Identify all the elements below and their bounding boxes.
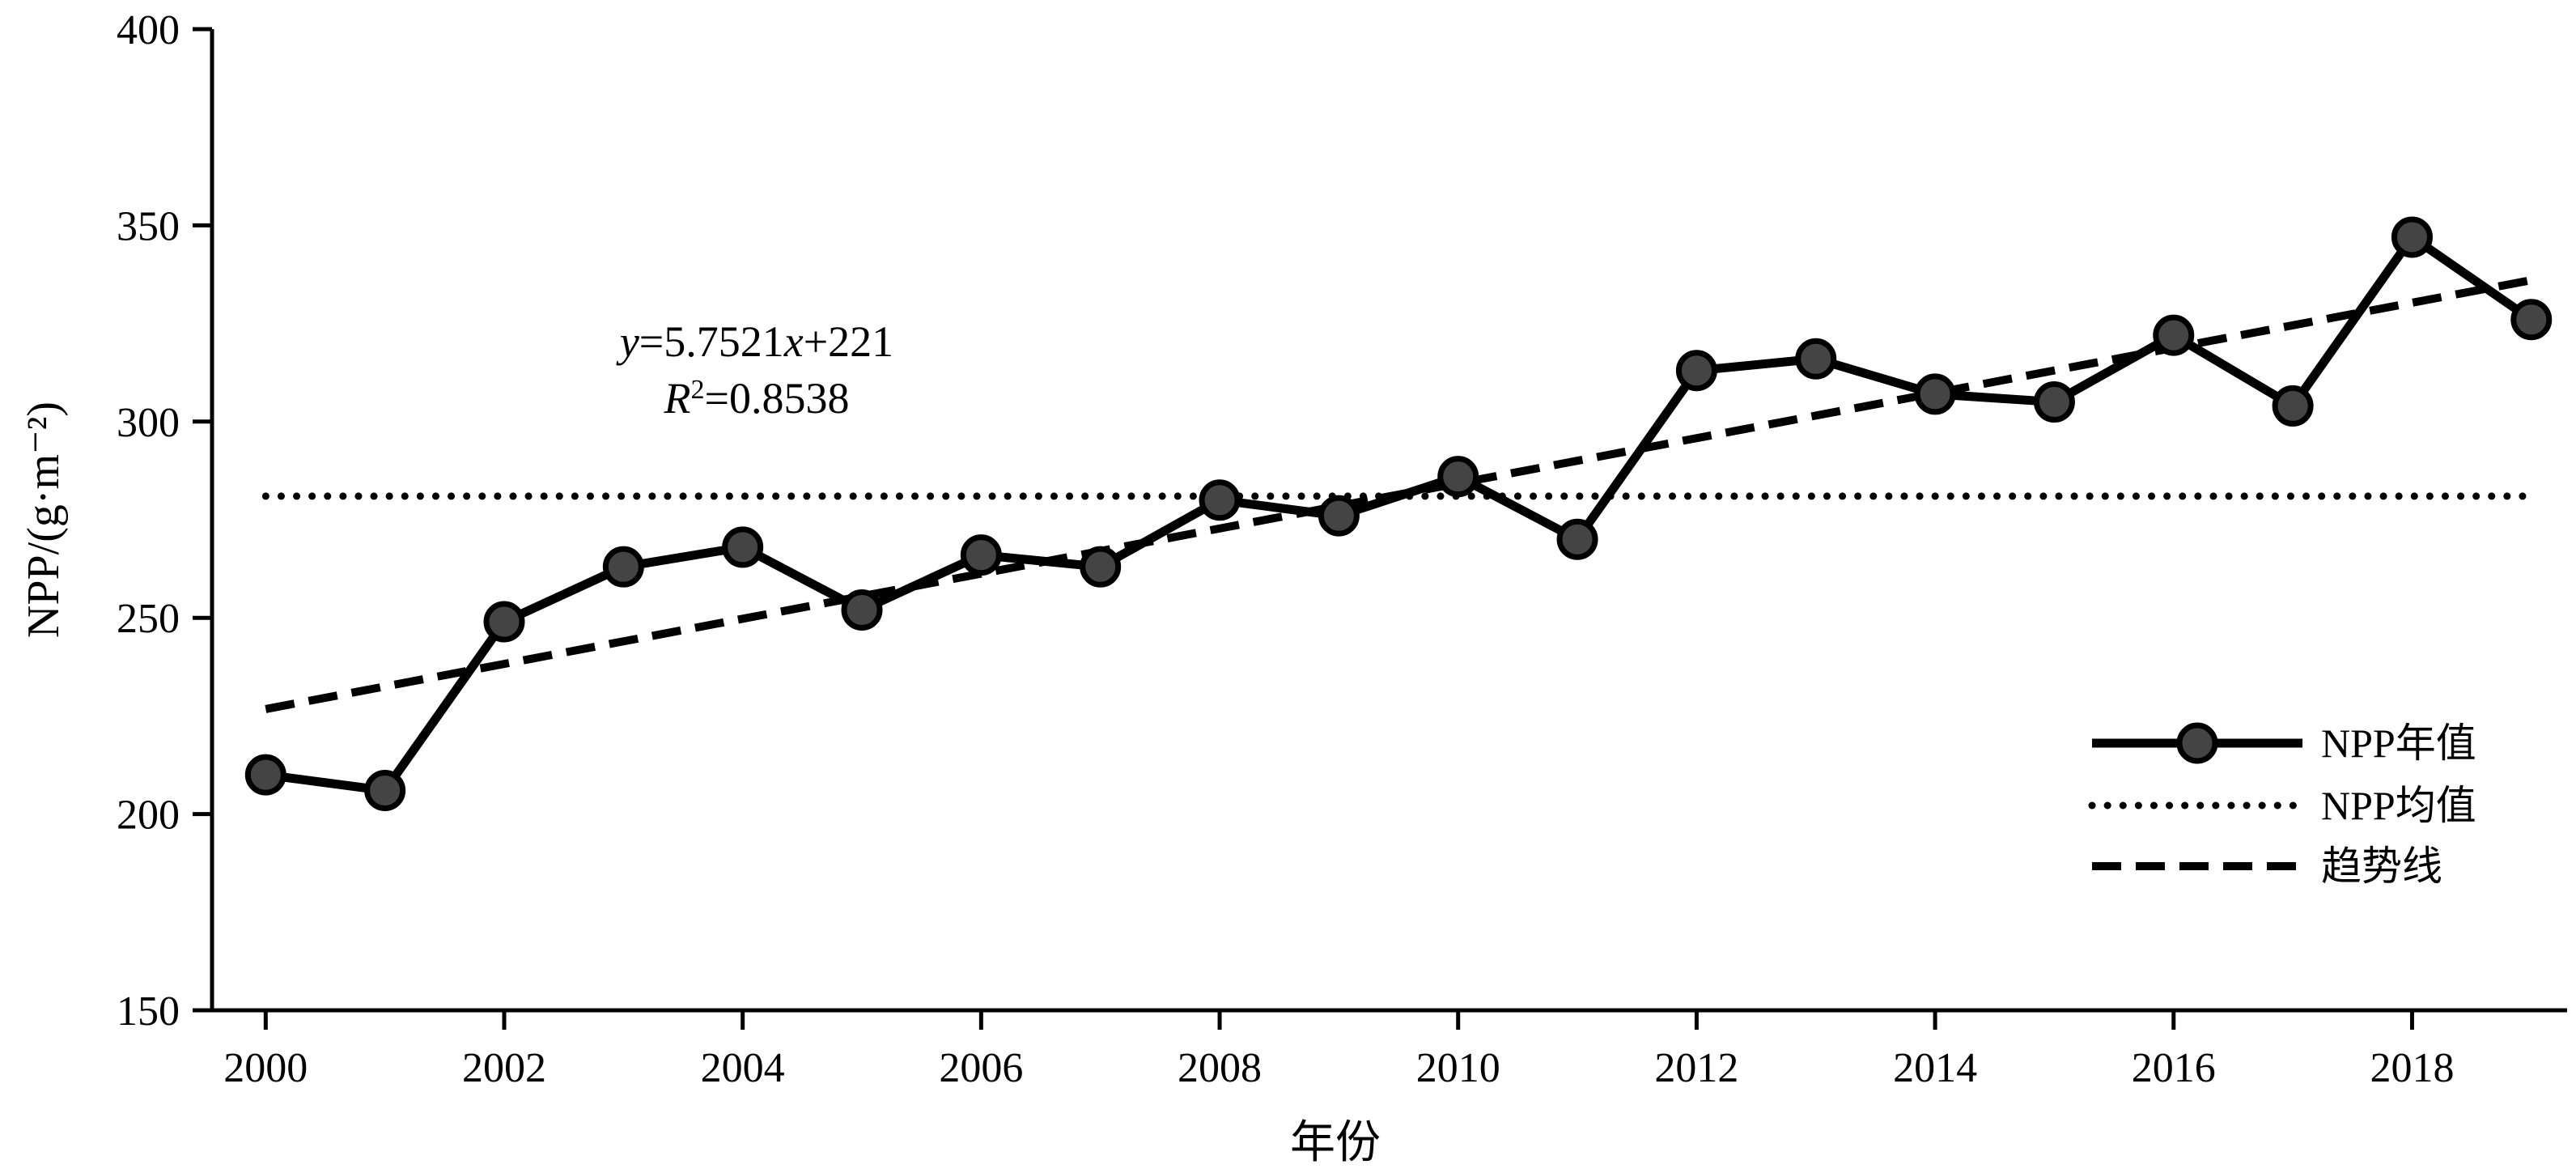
- y-ticks: 150 200 250 300 350 400: [117, 7, 212, 1035]
- annual-point-2003: [602, 546, 644, 588]
- eq-x-symbol: x: [783, 317, 804, 366]
- annual-point-2014: [1914, 373, 1956, 415]
- r-superscript: 2: [691, 375, 705, 405]
- x-tick-label-2002: 2002: [462, 1045, 546, 1091]
- legend-item-mean: NPP均值: [2088, 783, 2476, 828]
- annual-point-2001: [364, 770, 406, 812]
- x-axis-title: 年份: [1290, 1118, 1381, 1168]
- eq-y-symbol: y: [616, 317, 639, 366]
- annual-point-2019: [2510, 299, 2553, 341]
- x-tick-label-2014: 2014: [1893, 1045, 1977, 1091]
- x-tick-label-2004: 2004: [701, 1045, 785, 1091]
- annual-point-2008: [1199, 479, 1241, 521]
- annual-point-2015: [2033, 381, 2075, 423]
- legend-item-trend: 趋势线: [2092, 844, 2442, 889]
- y-tick-label-400: 400: [117, 7, 180, 53]
- legend-label-trend: 趋势线: [2321, 844, 2442, 889]
- y-axis-title: NPP/(g·m⁻²): [19, 402, 69, 638]
- annual-point-2011: [1556, 518, 1598, 560]
- x-tick-label-2006: 2006: [939, 1045, 1023, 1091]
- legend-label-annual: NPP年值: [2321, 720, 2476, 766]
- annual-point-2004: [722, 526, 764, 568]
- annual-point-2006: [960, 534, 1002, 576]
- x-tick-label-2008: 2008: [1178, 1045, 1262, 1091]
- legend-label-mean: NPP均值: [2321, 783, 2476, 828]
- annual-point-2000: [244, 754, 286, 796]
- legend-item-annual: NPP年值: [2092, 720, 2476, 766]
- annual-point-2005: [841, 589, 883, 631]
- y-tick-label-250: 250: [117, 596, 180, 642]
- y-tick-label-350: 350: [117, 203, 180, 249]
- y-tick-label-300: 300: [117, 400, 180, 446]
- eq-slope: =5.7521: [639, 317, 784, 366]
- annual-point-2007: [1080, 546, 1122, 588]
- annual-npp-line: [265, 232, 2534, 796]
- r-value: =0.8538: [705, 374, 850, 423]
- x-tick-label-2010: 2010: [1416, 1045, 1500, 1091]
- x-ticks: 2000 2002 2004 2006 2008 2010 2012 2014 2016 2018: [223, 1010, 2454, 1091]
- annual-point-2013: [1795, 338, 1837, 380]
- annual-point-2010: [1437, 456, 1479, 498]
- x-tick-label-2018: 2018: [2370, 1045, 2454, 1091]
- r-squared: R2=0.8538: [664, 374, 850, 423]
- annual-point-2016: [2153, 314, 2195, 356]
- annual-point-2009: [1318, 495, 1360, 537]
- eq-intercept: +221: [804, 317, 893, 366]
- regression-equation: y=5.7521x+221: [616, 317, 893, 366]
- legend-marker-annual: [2176, 722, 2218, 764]
- y-tick-label-150: 150: [117, 988, 180, 1035]
- annual-point-2012: [1675, 350, 1717, 392]
- x-tick-label-2000: 2000: [223, 1045, 308, 1091]
- y-tick-label-200: 200: [117, 793, 180, 839]
- annual-point-2002: [483, 601, 525, 643]
- r-symbol: R: [664, 374, 691, 423]
- x-tick-label-2012: 2012: [1654, 1045, 1738, 1091]
- series-layer: [244, 216, 2553, 812]
- annual-point-2018: [2391, 216, 2433, 258]
- legend: NPP年值 NPP均值 趋势线: [2088, 720, 2476, 889]
- annual-point-2017: [2272, 385, 2314, 427]
- x-tick-label-2016: 2016: [2132, 1045, 2216, 1091]
